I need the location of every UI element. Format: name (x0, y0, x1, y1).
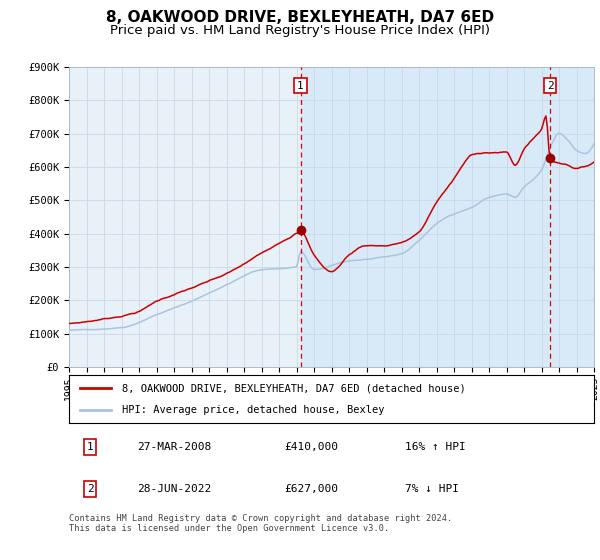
Text: 28-JUN-2022: 28-JUN-2022 (137, 484, 212, 494)
Text: 2: 2 (86, 484, 94, 494)
Text: £410,000: £410,000 (284, 442, 338, 452)
Text: Price paid vs. HM Land Registry's House Price Index (HPI): Price paid vs. HM Land Registry's House … (110, 24, 490, 36)
Text: 27-MAR-2008: 27-MAR-2008 (137, 442, 212, 452)
Text: 16% ↑ HPI: 16% ↑ HPI (405, 442, 466, 452)
Text: 8, OAKWOOD DRIVE, BEXLEYHEATH, DA7 6ED: 8, OAKWOOD DRIVE, BEXLEYHEATH, DA7 6ED (106, 10, 494, 25)
Text: 1: 1 (297, 81, 304, 91)
Text: 1: 1 (86, 442, 94, 452)
Text: 2: 2 (547, 81, 554, 91)
Bar (301, 67, 600, 367)
Text: HPI: Average price, detached house, Bexley: HPI: Average price, detached house, Bexl… (121, 405, 384, 415)
Text: 8, OAKWOOD DRIVE, BEXLEYHEATH, DA7 6ED (detached house): 8, OAKWOOD DRIVE, BEXLEYHEATH, DA7 6ED (… (121, 383, 465, 393)
Text: 7% ↓ HPI: 7% ↓ HPI (405, 484, 459, 494)
Text: Contains HM Land Registry data © Crown copyright and database right 2024.
This d: Contains HM Land Registry data © Crown c… (69, 514, 452, 533)
Text: £627,000: £627,000 (284, 484, 338, 494)
